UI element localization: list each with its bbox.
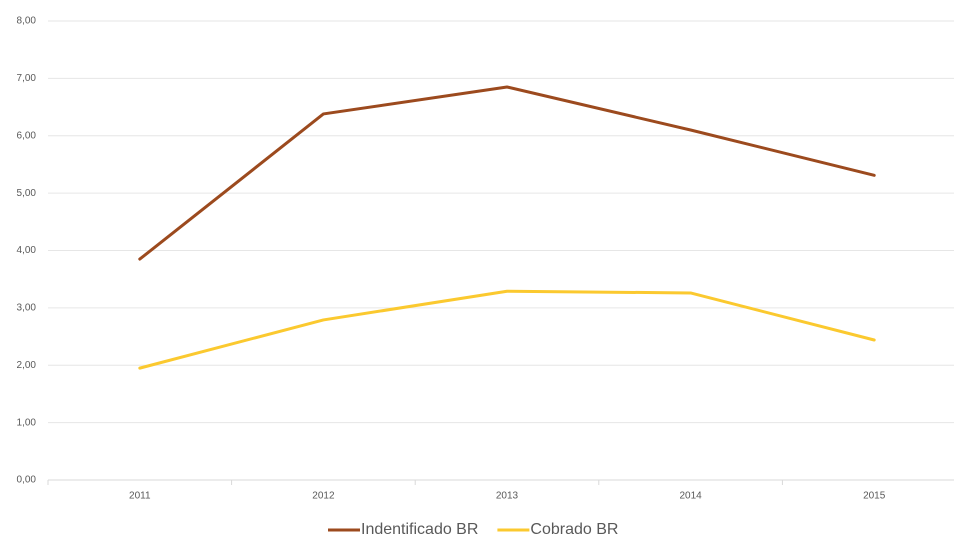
x-tick-label: 2015 (863, 491, 886, 502)
legend-label: Cobrado BR (530, 521, 618, 538)
x-tick-label: 2012 (312, 491, 335, 502)
x-tick-label: 2011 (129, 491, 151, 502)
y-tick-label: 2,00 (17, 360, 37, 371)
series-line (138, 85, 876, 261)
y-tick-label: 1,00 (17, 417, 37, 428)
y-tick-label: 7,00 (17, 73, 37, 84)
x-tick-label: 2014 (679, 491, 702, 502)
y-tick-label: 6,00 (17, 130, 37, 141)
legend-label: Indentificado BR (361, 521, 478, 538)
x-tick-label: 2013 (496, 491, 519, 502)
y-tick-label: 3,00 (17, 303, 37, 314)
y-tick-label: 5,00 (17, 188, 37, 199)
series-line (138, 289, 876, 370)
y-tick-label: 4,00 (17, 245, 37, 256)
y-tick-label: 0,00 (17, 475, 37, 486)
y-tick-label: 8,00 (17, 16, 37, 27)
